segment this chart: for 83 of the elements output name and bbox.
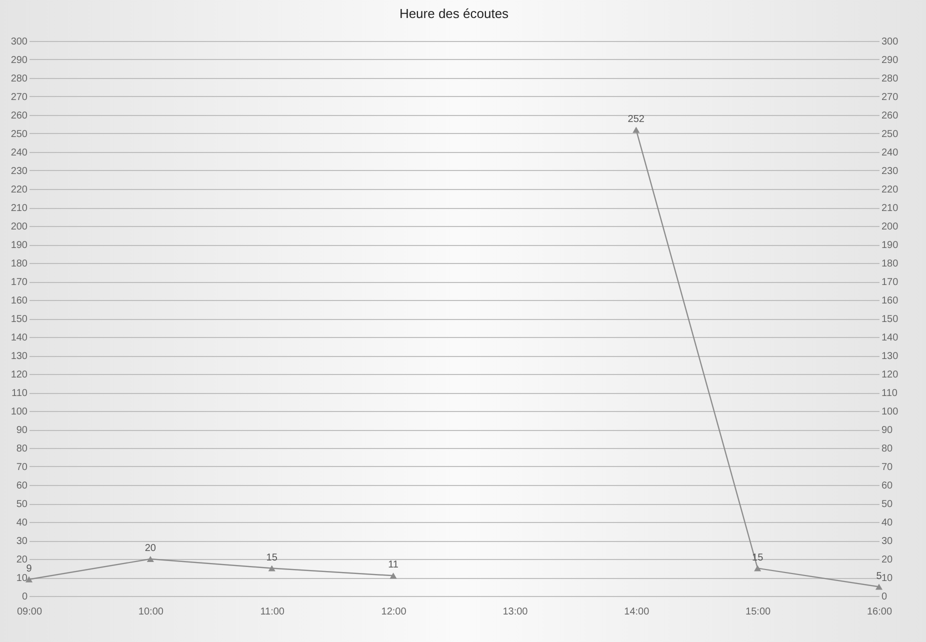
chart-title: Heure des écoutes [399, 6, 510, 21]
y-tick-label: 170 [10, 277, 28, 288]
y-tick-label: 50 [16, 499, 28, 510]
y2-tick-label: 170 [882, 277, 899, 288]
y2-tick-label: 180 [882, 258, 899, 270]
y2-tick-label: 80 [882, 444, 894, 454]
y2-tick-label: 220 [882, 184, 899, 196]
y-tick-label: 180 [10, 258, 28, 270]
y-tick-label: 220 [10, 184, 28, 196]
y-tick-label: 300 [10, 36, 28, 48]
y-tick-label: 70 [16, 462, 28, 473]
point [875, 584, 883, 590]
y-tick-label: 130 [10, 351, 28, 362]
point [146, 556, 154, 562]
y2-tick-label: 60 [882, 480, 894, 492]
y2-tick-label: 50 [882, 499, 894, 510]
y2-tick-label: 110 [882, 388, 898, 399]
y2-tick-label: 190 [882, 240, 899, 251]
data-label: 5 [876, 570, 882, 582]
y2-tick-label: 140 [882, 332, 899, 344]
y-tick-label: 230 [10, 166, 28, 177]
y-tick-label: 150 [10, 314, 28, 325]
y-tick-label: 110 [12, 388, 28, 399]
data-label: 252 [628, 114, 645, 125]
x-tick-label: 11:00 [260, 606, 285, 618]
y2-tick-label: 280 [882, 74, 899, 84]
y2-tick-label: 130 [882, 351, 899, 362]
y2-tick-label: 200 [882, 222, 899, 232]
data-label: 11 [388, 560, 399, 571]
y-tick-label: 240 [10, 148, 28, 158]
y2-tick-label: 150 [882, 314, 899, 325]
y-tick-label: 250 [10, 129, 28, 140]
y-tick-label: 90 [16, 425, 28, 436]
point [754, 565, 762, 572]
x-tick-label: 16:00 [866, 606, 892, 618]
y2-tick-label: 20 [882, 554, 894, 566]
y2-tick-label: 10 [882, 573, 894, 584]
y2-tick-label: 210 [882, 203, 899, 214]
x-tick-label: 14:00 [624, 606, 650, 618]
y-tick-label: 60 [16, 480, 28, 492]
y2-tick-label: 260 [882, 110, 899, 122]
point [268, 565, 276, 572]
y2-tick-label: 120 [882, 370, 899, 380]
y-tick-label: 80 [16, 444, 28, 454]
y-tick-label: 20 [16, 554, 28, 566]
y2-tick-label: 250 [882, 129, 899, 140]
y-tick-label: 100 [10, 406, 28, 418]
x-tick-label: 15:00 [746, 606, 772, 618]
point [632, 126, 640, 133]
y2-tick-label: 230 [882, 166, 899, 177]
y-tick-label: 200 [10, 222, 28, 232]
y2-tick-label: 90 [882, 425, 894, 436]
y-tick-label: 260 [10, 110, 28, 122]
y2-tick-label: 270 [882, 92, 899, 103]
x-tick-label: 12:00 [381, 606, 407, 618]
y-tick-label: 270 [10, 92, 28, 103]
y-tick-label: 10 [16, 573, 28, 584]
y-tick-label: 210 [10, 203, 28, 214]
y-tick-label: 140 [10, 332, 28, 344]
y2-tick-label: 30 [882, 536, 894, 547]
point [390, 572, 397, 579]
data-label: 20 [144, 543, 156, 554]
y-tick-label: 120 [10, 370, 28, 380]
data-label: 15 [266, 552, 278, 564]
y-tick-label: 290 [10, 55, 28, 66]
y2-tick-label: 40 [882, 518, 894, 528]
y2-tick-label: 70 [882, 462, 894, 473]
y2-tick-label: 290 [882, 55, 899, 66]
y2-tick-label: 0 [882, 592, 888, 602]
y2-tick-label: 300 [882, 36, 899, 48]
y2-tick-label: 240 [882, 148, 899, 158]
data-label: 9 [26, 563, 32, 574]
y-tick-label: 280 [10, 74, 28, 84]
x-tick-label: 13:00 [502, 606, 528, 618]
y-tick-label: 160 [10, 296, 28, 306]
y2-tick-label: 160 [882, 296, 899, 306]
y-tick-label: 190 [10, 240, 28, 251]
y-tick-label: 0 [22, 592, 28, 602]
y2-tick-label: 100 [882, 406, 899, 418]
x-tick-label: 10:00 [138, 606, 164, 618]
x-tick-label: 09:00 [16, 606, 42, 618]
y-tick-label: 40 [16, 518, 28, 528]
y-tick-label: 30 [16, 536, 28, 547]
